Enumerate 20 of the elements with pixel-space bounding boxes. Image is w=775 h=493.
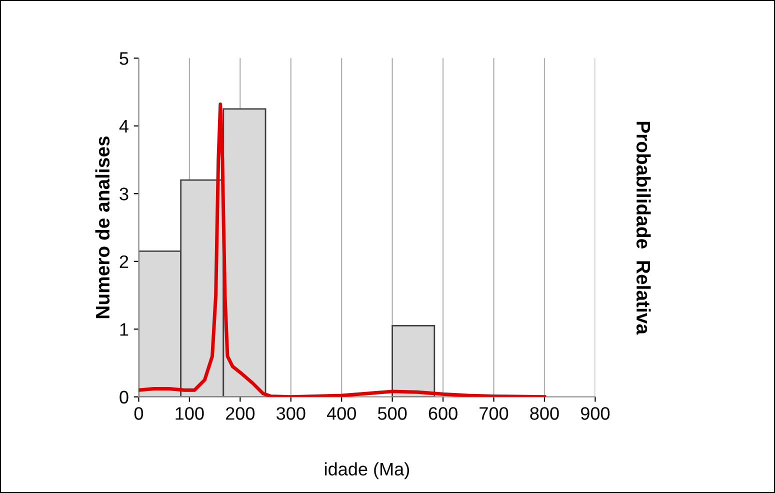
- x-tick-label: 700: [480, 407, 508, 420]
- y-tick-label: 1: [120, 323, 128, 336]
- y2-axis-title: Probabilidade Relativa: [636, 122, 651, 335]
- x-tick-label: 200: [226, 407, 255, 420]
- x-tick-label: 100: [176, 407, 204, 420]
- line-series: [138, 102, 546, 397]
- x-tick-label: 500: [378, 407, 407, 420]
- y-tick-label: 4: [119, 120, 128, 132]
- x-axis-title: idade (Ma): [325, 462, 409, 480]
- y-tick-label: 5: [120, 52, 128, 65]
- y-tick-label: 3: [120, 188, 128, 200]
- y-tick-label: 0: [120, 390, 128, 404]
- x-tick-label: 600: [428, 407, 458, 420]
- x-tick-label: 400: [326, 407, 356, 420]
- x-tick-label: 900: [580, 407, 610, 420]
- x-tick-label: 300: [276, 407, 306, 420]
- y-tick-label: 2: [120, 255, 128, 268]
- x-tick-label: 800: [530, 407, 559, 420]
- x-tick-label: 0: [134, 407, 144, 420]
- y-axis-title: Numero de analises: [95, 136, 110, 318]
